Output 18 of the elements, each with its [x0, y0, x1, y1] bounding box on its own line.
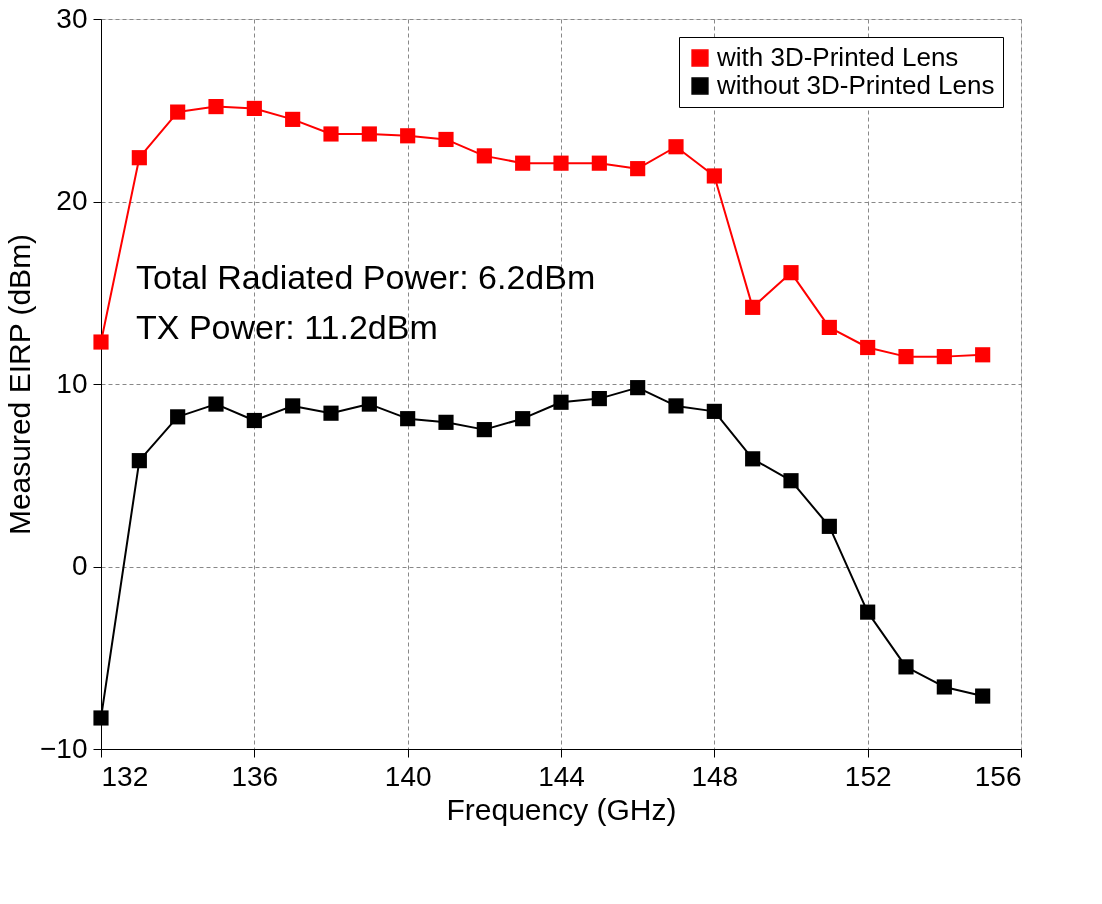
- annotation: TX Power: 11.2dBm: [136, 308, 438, 346]
- x-tick-label: 152: [844, 760, 892, 792]
- x-tick-label: 156: [974, 760, 1022, 792]
- y-axis-title: Measured EIRP (dBm): [3, 233, 36, 536]
- legend-label: with 3D-Printed Lens: [716, 42, 959, 72]
- y-tick-label: 10: [56, 367, 88, 399]
- x-tick-label: 148: [691, 760, 739, 792]
- x-tick-label: 132: [101, 760, 149, 792]
- y-tick-label: 30: [56, 2, 88, 34]
- legend-label: without 3D-Printed Lens: [716, 70, 995, 100]
- x-tick-label: 136: [231, 760, 279, 792]
- annotation: Total Radiated Power: 6.2dBm: [136, 258, 596, 296]
- x-tick-label: 144: [538, 760, 585, 792]
- y-tick-label: 0: [71, 550, 88, 581]
- x-tick-label: 140: [384, 760, 432, 792]
- y-tick-label: 20: [56, 185, 88, 216]
- y-tick-label: −10: [40, 732, 88, 764]
- x-axis-title: Frequency (GHz): [446, 792, 677, 826]
